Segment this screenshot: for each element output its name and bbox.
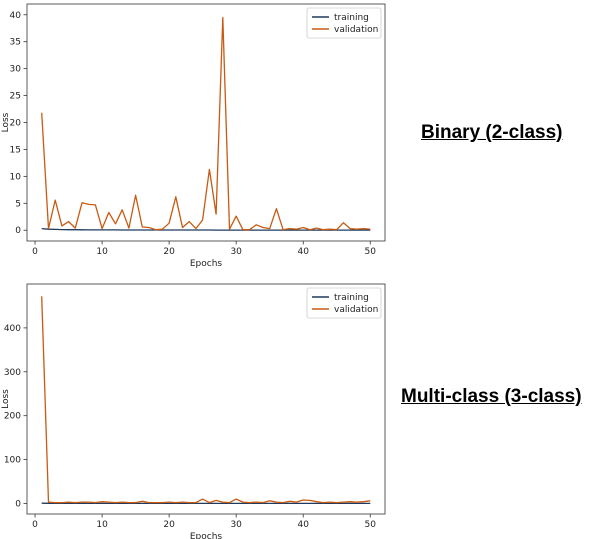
multiclass-loss-chart: 0 10 20 30 40 50 0 100 200 300 400 Epochs Loss traini… [1,283,386,539]
binary-legend [306,7,382,39]
multiclass-series-validation [41,296,371,504]
multiclass-x-tick-label: 0 [32,520,38,530]
binary-y-tick-label: 10 [10,172,22,182]
binary-y-tick-label: 0 [15,226,21,236]
multiclass-y-tick-label: 300 [4,368,21,378]
binary-series-validation [41,16,371,231]
multiclass-legend-label-training: training [334,293,369,303]
binary-y-tick-label: 5 [15,199,21,209]
multiclass-plot-frame [26,283,386,515]
binary-y-tick-label: 35 [10,38,21,48]
binary-legend-label-validation: validation [334,25,378,35]
binary-y-axis-label: Loss [1,112,11,132]
binary-y-tick-label: 40 [10,11,22,21]
multiclass-y-tick-label: 0 [15,499,21,509]
binary-label: Binary (2-class) [421,122,563,143]
binary-series-training [41,227,371,231]
multiclass-x-tick-label: 30 [230,520,242,530]
binary-x-tick-label: 50 [365,247,377,257]
multiclass-x-axis-label: Epochs [190,532,223,539]
binary-plot-frame [26,3,386,242]
binary-loss-chart: 0 10 20 30 40 50 0 5 10 15 20 25 30 35 40 Epochs Loss tra… [1,3,386,269]
multiclass-label: Multi-class (3-class) [401,386,582,407]
multiclass-y-tick-label: 400 [4,324,21,334]
binary-x-tick-label: 30 [230,247,242,257]
multiclass-legend [306,287,382,319]
multiclass-y-tick-label: 100 [4,456,21,466]
binary-x-tick-label: 10 [96,247,108,257]
binary-y-tick-label: 30 [10,65,22,75]
binary-x-tick-label: 40 [297,247,309,257]
multiclass-x-tick-label: 20 [163,520,175,530]
binary-y-tick-label: 25 [10,92,21,102]
multiclass-y-tick-label: 200 [4,412,21,422]
binary-legend-label-training: training [334,13,369,23]
multiclass-x-tick-label: 40 [297,520,309,530]
multiclass-x-tick-label: 10 [96,520,108,530]
multiclass-x-tick-label: 50 [365,520,377,530]
binary-y-tick-label: 15 [10,145,21,155]
multiclass-legend-label-validation: validation [334,305,378,315]
binary-x-tick-label: 0 [32,247,38,257]
binary-y-tick-label: 20 [10,119,22,129]
multiclass-y-axis-label: Loss [1,389,11,409]
binary-x-axis-label: Epochs [190,259,223,269]
binary-x-tick-label: 20 [163,247,175,257]
